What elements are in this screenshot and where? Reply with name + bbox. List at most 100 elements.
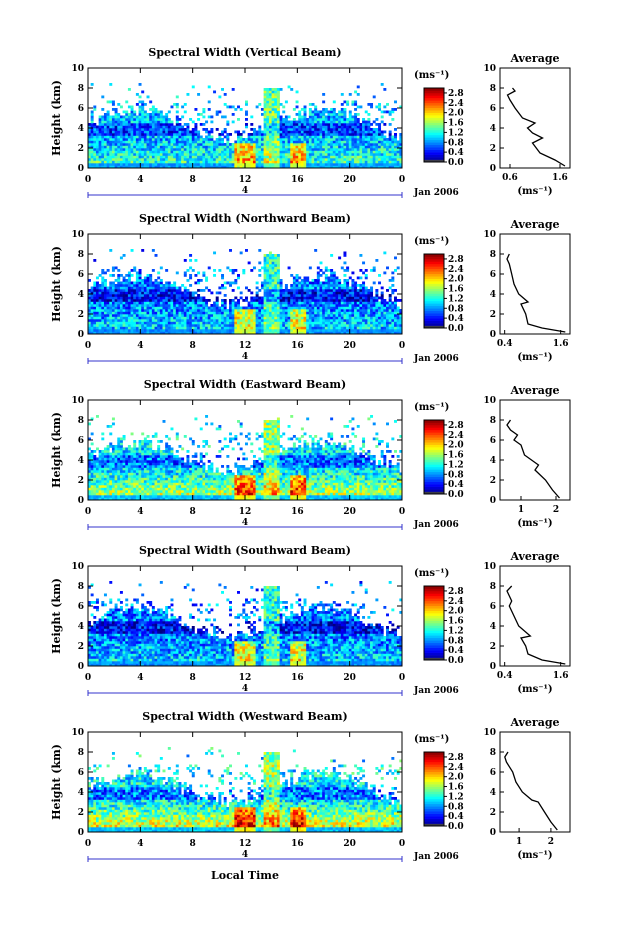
- heatmap-cell: [316, 135, 320, 139]
- heatmap-cell: [154, 160, 158, 164]
- heatmap-cell: [90, 296, 94, 300]
- heatmap-cell: [213, 314, 217, 317]
- heatmap-cell: [314, 299, 318, 302]
- heatmap-cell: [138, 100, 142, 104]
- heatmap-cell: [117, 296, 121, 300]
- heatmap-cell: [181, 130, 185, 134]
- heatmap-cell: [109, 281, 113, 285]
- heatmap-cell: [207, 331, 211, 335]
- heatmap-cell: [95, 284, 99, 287]
- heatmap-cell: [130, 138, 134, 141]
- colorbar-swatch: [424, 122, 444, 126]
- heatmap-cell: [346, 150, 350, 154]
- heatmap-cell: [284, 138, 288, 141]
- heatmap-cell: [215, 158, 219, 161]
- heatmap-cell: [159, 291, 163, 295]
- heatmap-cell: [380, 135, 384, 139]
- heatmap-cell: [308, 319, 312, 322]
- heatmap-cell: [117, 331, 121, 335]
- heatmap-cell: [276, 150, 280, 154]
- heatmap-cell: [287, 120, 291, 124]
- heatmap-cell: [298, 321, 302, 325]
- heatmap-cell: [165, 331, 169, 335]
- heatmap-cell: [122, 331, 126, 335]
- heatmap-cell: [170, 150, 174, 154]
- heatmap-cell: [258, 306, 262, 310]
- heatmap-cell: [175, 153, 179, 156]
- heatmap-cell: [314, 133, 318, 136]
- heatmap-cell: [221, 314, 225, 317]
- heatmap-cell: [149, 135, 153, 139]
- heatmap-cell: [298, 118, 302, 121]
- heatmap-cell: [332, 125, 336, 129]
- heatmap-cell: [226, 331, 230, 335]
- heatmap-cell: [223, 143, 227, 146]
- heatmap-cell: [111, 296, 115, 300]
- heatmap-cell: [146, 309, 150, 312]
- heatmap-cell: [114, 311, 118, 315]
- heatmap-cell: [359, 130, 363, 134]
- heatmap-cell: [95, 324, 99, 327]
- heatmap-cell: [287, 309, 291, 312]
- heatmap-cell: [303, 276, 307, 280]
- heatmap-cell: [364, 135, 368, 139]
- heatmap-cell: [226, 160, 230, 164]
- heatmap-cell: [370, 291, 374, 295]
- heatmap-cell: [154, 306, 158, 310]
- heatmap-cell: [149, 319, 153, 322]
- heatmap-cell: [354, 123, 358, 126]
- heatmap-cell: [322, 158, 326, 161]
- heatmap-cell: [319, 143, 323, 146]
- heatmap-cell: [111, 301, 115, 305]
- heatmap-cell: [88, 140, 91, 144]
- heatmap-cell: [266, 304, 270, 307]
- heatmap-cell: [114, 316, 118, 320]
- heatmap-cell: [351, 306, 355, 310]
- heatmap-cell: [202, 331, 206, 335]
- heatmap-cell: [170, 123, 174, 126]
- heatmap-cell: [119, 299, 123, 302]
- heatmap-cell: [173, 314, 177, 317]
- heatmap-cell: [88, 138, 91, 141]
- heatmap-cell: [351, 291, 355, 295]
- heatmap-cell: [95, 133, 99, 136]
- heatmap-cell: [101, 135, 105, 139]
- heatmap-cell: [234, 158, 238, 161]
- heatmap-cell: [223, 329, 227, 332]
- heatmap-cell: [375, 148, 379, 151]
- heatmap-cell: [165, 306, 169, 310]
- heatmap-cell: [367, 123, 371, 126]
- heatmap-cell: [103, 160, 107, 164]
- heatmap-cell: [173, 304, 177, 307]
- heatmap-cell: [170, 138, 174, 141]
- heatmap-cell: [362, 326, 366, 330]
- heatmap-cell: [324, 135, 328, 139]
- heatmap-cell: [330, 324, 334, 327]
- heatmap-cell: [88, 279, 91, 282]
- heatmap-cell: [356, 130, 360, 134]
- heatmap-cell: [388, 110, 392, 114]
- heatmap-cell: [348, 299, 352, 302]
- heatmap-cell: [213, 311, 217, 315]
- heatmap-cell: [266, 314, 270, 317]
- heatmap-cell: [364, 306, 368, 310]
- heatmap-cell: [226, 143, 230, 146]
- heatmap-cell: [338, 110, 342, 114]
- heatmap-cell: [284, 153, 288, 156]
- heatmap-cell: [311, 304, 315, 307]
- heatmap-cell: [223, 281, 227, 285]
- heatmap-cell: [103, 311, 107, 315]
- heatmap-cell: [290, 165, 294, 169]
- heatmap-cell: [143, 120, 147, 124]
- heatmap-cell: [255, 306, 259, 310]
- heatmap-cell: [268, 123, 272, 126]
- heatmap-cell: [324, 316, 328, 320]
- heatmap-cell: [343, 135, 347, 139]
- average-y-tick-label: 0: [490, 164, 496, 174]
- heatmap-cell: [330, 125, 334, 129]
- heatmap-cell: [354, 90, 358, 94]
- heatmap-cell: [202, 271, 206, 275]
- heatmap-cell: [151, 306, 155, 310]
- heatmap-cell: [359, 289, 363, 292]
- heatmap-cell: [271, 100, 275, 104]
